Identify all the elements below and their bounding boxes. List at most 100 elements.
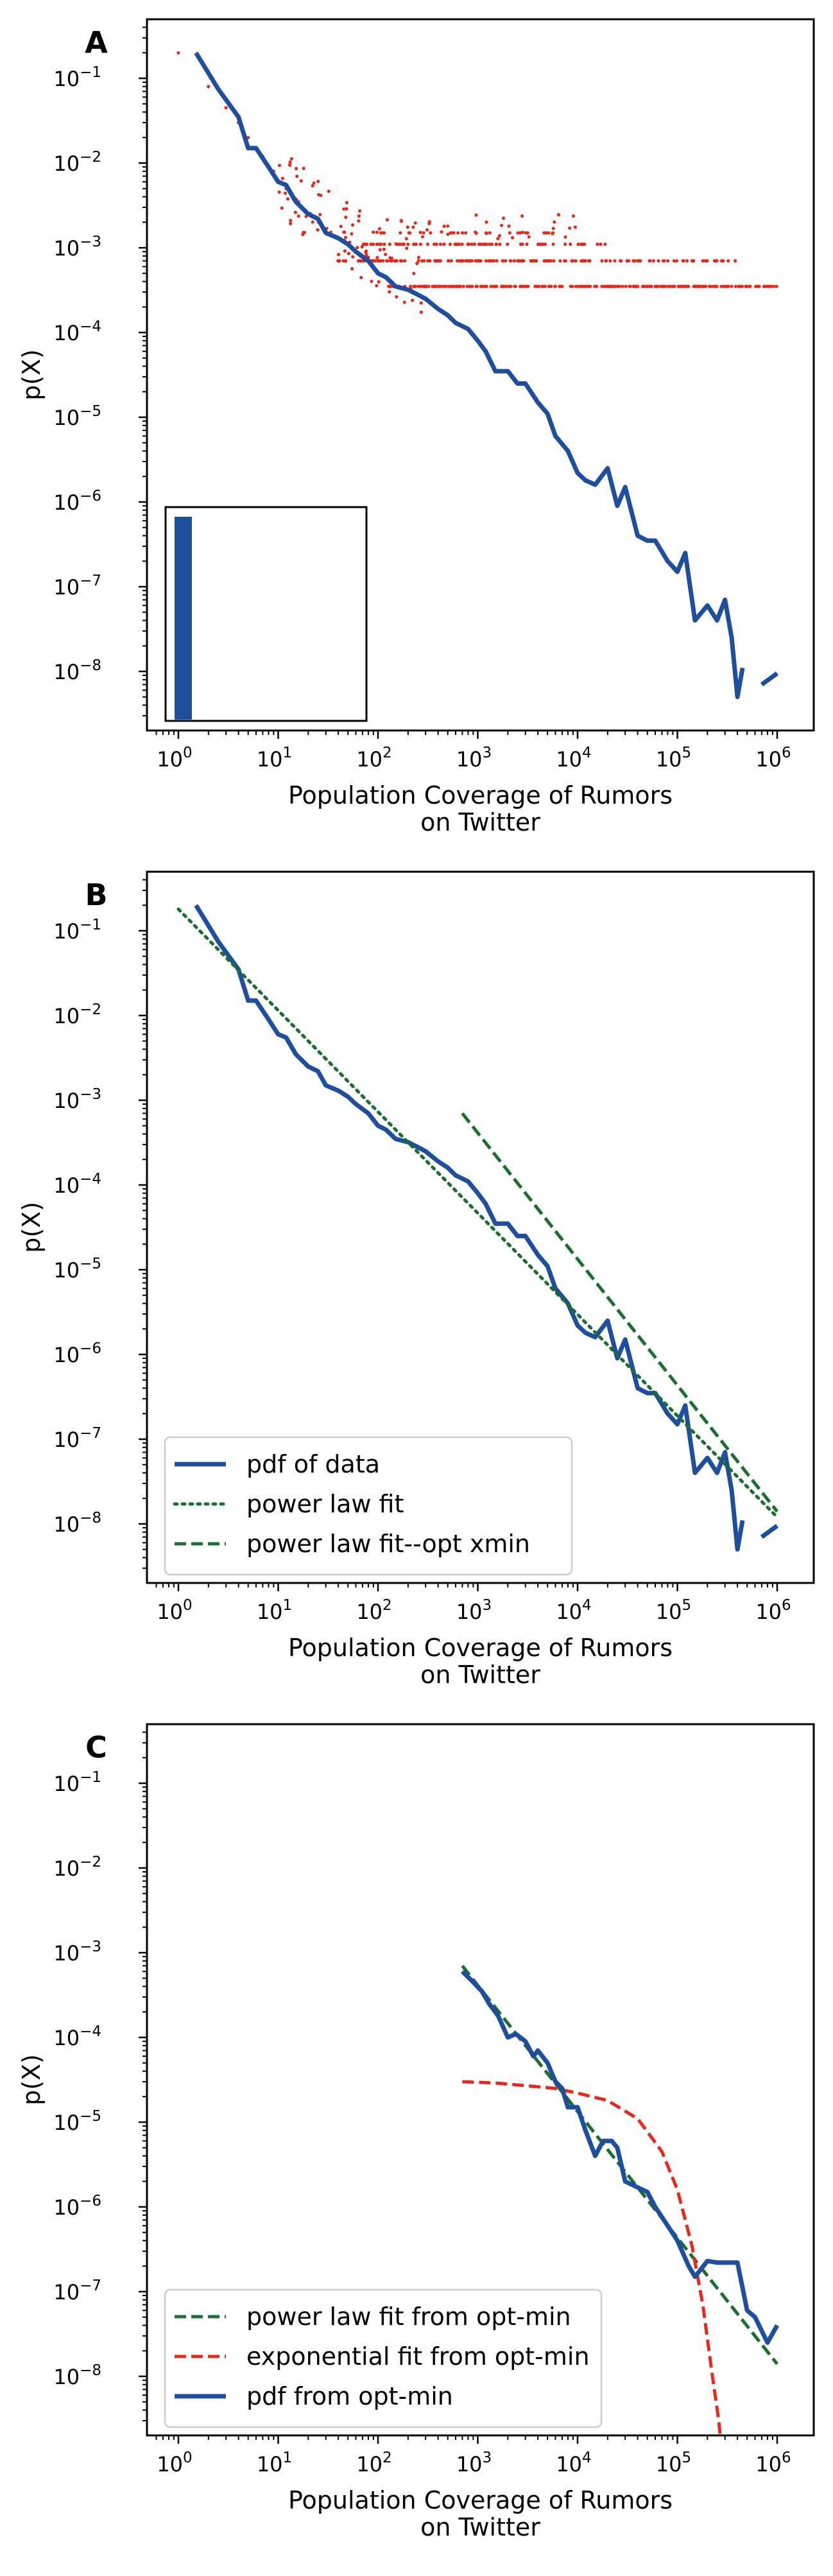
scatter-point: [296, 214, 300, 218]
y-tick-label: 10−4: [53, 2023, 101, 2050]
scatter-point: [344, 236, 348, 239]
scatter-point: [581, 259, 586, 263]
series-line-0: [194, 51, 745, 700]
x-tick-label: 106: [755, 1597, 791, 1624]
scatter-point: [541, 242, 545, 246]
scatter-point: [422, 259, 426, 263]
series-line-1: [760, 1524, 779, 1539]
scatter-point: [316, 228, 320, 232]
scatter-point: [668, 284, 672, 288]
scatter-point: [551, 232, 554, 236]
scatter-point: [448, 242, 452, 246]
scatter-point: [442, 242, 446, 246]
scatter-point: [600, 259, 604, 263]
scatter-point: [719, 284, 723, 288]
scatter-point: [651, 259, 655, 263]
scatter-point: [769, 284, 773, 288]
y-tick-label: 10−4: [53, 1171, 101, 1198]
scatter-point: [363, 242, 367, 246]
series-line-3: [461, 1112, 778, 1513]
scatter-point: [427, 220, 431, 224]
scatter-point: [628, 284, 631, 288]
scatter-point: [642, 284, 646, 288]
scatter-point: [370, 279, 374, 283]
scatter-point: [426, 259, 430, 263]
x-tick-label: 100: [157, 1597, 192, 1624]
x-tick-label: 102: [356, 745, 391, 772]
axes-frame: [146, 18, 815, 732]
y-tick-label: 10−3: [53, 1939, 101, 1966]
scatter-point: [662, 259, 666, 263]
scatter-point: [399, 219, 403, 223]
y-tick-label: 10−4: [53, 318, 101, 345]
scatter-point: [382, 247, 386, 251]
scatter-point: [547, 231, 551, 235]
scatter-point: [433, 242, 436, 246]
scatter-point: [418, 230, 422, 234]
scatter-point: [726, 284, 730, 288]
scatter-point: [488, 242, 492, 246]
scatter-point: [492, 259, 496, 263]
scatter-point: [520, 214, 524, 218]
y-tick-label: 10−1: [53, 917, 101, 944]
scatter-point: [636, 284, 640, 288]
scatter-point: [556, 213, 561, 217]
scatter-point: [456, 259, 459, 263]
scatter-point: [351, 255, 355, 259]
scatter-point: [224, 106, 228, 110]
scatter-point: [350, 267, 354, 271]
y-tick-label: 10−5: [53, 2108, 101, 2135]
scatter-point: [757, 284, 761, 288]
scatter-point: [341, 259, 345, 263]
scatter-point: [458, 284, 461, 288]
scatter-point: [726, 259, 730, 263]
scatter-point: [360, 245, 364, 249]
scatter-point: [280, 177, 284, 180]
scatter-point: [531, 259, 535, 263]
x-tick-label: 102: [356, 1597, 391, 1624]
y-tick-label: 10−3: [53, 234, 101, 261]
scatter-point: [682, 259, 685, 263]
scatter-point: [543, 284, 547, 288]
scatter-point: [715, 259, 719, 263]
plot-area: [176, 904, 779, 1552]
legend-box: [164, 2288, 603, 2428]
scatter-point: [316, 180, 320, 184]
scatter-point: [385, 218, 390, 221]
scatter-point: [581, 242, 585, 246]
scatter-point: [701, 259, 705, 263]
scatter-point: [381, 231, 384, 235]
legend-entry: power law fit from opt-min: [246, 2303, 571, 2331]
scatter-point: [416, 255, 421, 259]
scatter-point: [563, 235, 567, 239]
scatter-point: [516, 259, 520, 263]
scatter-point: [470, 242, 474, 246]
series-line-1: [760, 671, 779, 687]
panel-label: C: [85, 1730, 107, 1765]
series-line-2: [460, 1969, 780, 2345]
legend-entry: pdf from opt-min: [246, 2382, 453, 2410]
scatter-point: [569, 242, 572, 246]
x-tick-label: 104: [556, 745, 591, 772]
scatter-point: [583, 284, 587, 288]
scatter-point: [551, 227, 555, 230]
scatter-point: [495, 259, 499, 263]
scatter-point: [704, 284, 708, 288]
x-tick-label: 102: [356, 2450, 391, 2477]
scatter-point: [467, 259, 471, 263]
scatter-point: [311, 184, 314, 187]
y-tick-label: 10−8: [53, 657, 101, 684]
scatter-point: [336, 259, 340, 263]
panel-a: 100 101 102 103 104 105 106 10−8 10−7 10−6 10−5 10−…: [17, 18, 815, 836]
scatter-point: [734, 259, 737, 263]
scatter-point: [519, 231, 522, 235]
scatter-point: [500, 223, 504, 227]
scatter-point: [359, 259, 363, 263]
scatter-point: [350, 232, 354, 236]
scatter-point: [464, 259, 468, 263]
scatter-point: [288, 163, 292, 167]
scatter-point: [533, 284, 537, 288]
scatter-point: [419, 310, 424, 314]
scatter-point: [542, 259, 546, 263]
scatter-point: [456, 231, 460, 235]
